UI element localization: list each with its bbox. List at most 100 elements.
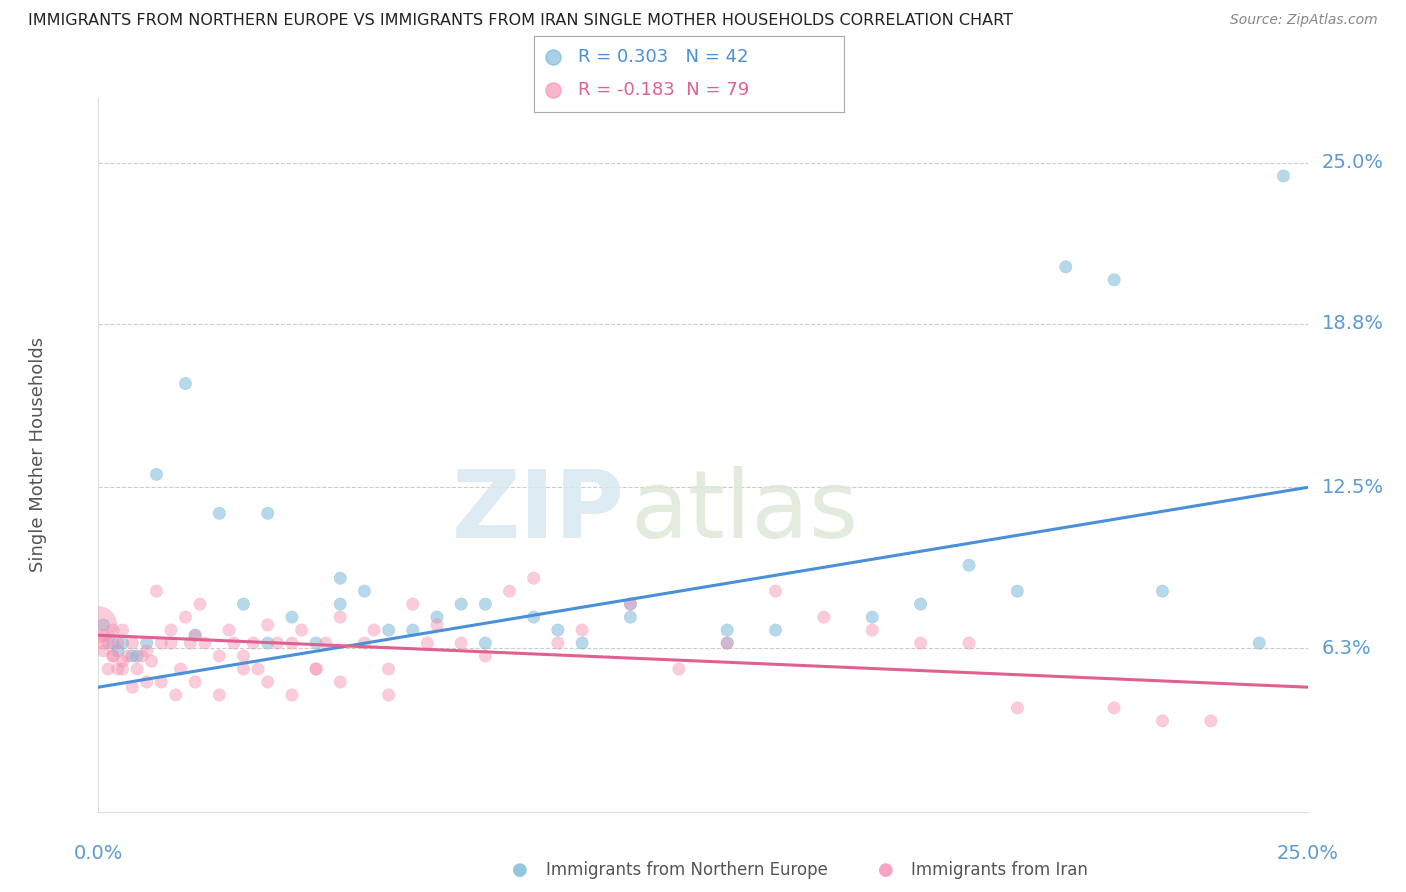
Point (377, 623, 399, 637)
Point (117, 648, 139, 663)
Point (1249, 636, 1271, 650)
Point (247, 662, 270, 676)
Text: Source: ZipAtlas.com: Source: ZipAtlas.com (1230, 13, 1378, 28)
Point (619, 597, 641, 611)
Point (571, 623, 593, 637)
Point (353, 636, 375, 650)
Point (101, 648, 124, 663)
Point (97, 636, 120, 650)
Text: R = -0.183  N = 79: R = -0.183 N = 79 (578, 81, 749, 99)
Point (860, 610, 883, 624)
Point (135, 644, 157, 658)
Point (242, 636, 264, 650)
Point (107, 644, 129, 658)
Point (377, 688, 399, 702)
Point (1272, 169, 1295, 183)
Point (107, 636, 129, 650)
Point (474, 597, 496, 611)
Text: 25.0%: 25.0% (1277, 844, 1339, 863)
Point (184, 628, 207, 642)
Point (101, 623, 124, 637)
Text: 0.0%: 0.0% (73, 844, 124, 863)
Point (97, 662, 120, 676)
Point (315, 636, 337, 650)
Point (135, 675, 157, 690)
Point (281, 636, 304, 650)
Point (765, 623, 787, 637)
Point (281, 610, 304, 624)
Point (91, 636, 114, 650)
Point (256, 636, 278, 650)
Point (957, 558, 980, 573)
Text: 12.5%: 12.5% (1322, 478, 1385, 497)
Point (353, 584, 375, 599)
Point (141, 654, 163, 668)
Point (150, 636, 173, 650)
Point (1152, 584, 1174, 599)
Point (91, 644, 114, 658)
Point (1102, 273, 1125, 287)
Point (165, 688, 187, 702)
Point (266, 636, 288, 650)
Point (145, 584, 167, 599)
Point (160, 636, 183, 650)
Point (450, 597, 472, 611)
Point (450, 636, 472, 650)
Point (111, 636, 134, 650)
Text: R = 0.303   N = 42: R = 0.303 N = 42 (578, 48, 748, 66)
Text: 18.8%: 18.8% (1322, 314, 1384, 334)
Point (131, 648, 153, 663)
Text: ●: ● (877, 861, 894, 879)
Text: Immigrants from Northern Europe: Immigrants from Northern Europe (546, 861, 827, 879)
Point (194, 636, 217, 650)
Point (619, 597, 641, 611)
Point (474, 648, 496, 663)
Point (107, 662, 129, 676)
Point (716, 636, 738, 650)
Point (160, 623, 183, 637)
Text: Single Mother Households: Single Mother Households (30, 337, 46, 573)
Point (402, 623, 425, 637)
Text: atlas: atlas (630, 466, 859, 558)
Point (111, 654, 134, 668)
Text: 6.3%: 6.3% (1322, 639, 1372, 657)
Point (101, 636, 124, 650)
Point (377, 662, 399, 676)
Point (668, 662, 690, 676)
Point (232, 597, 254, 611)
Point (957, 636, 980, 650)
Point (111, 623, 134, 637)
Point (765, 584, 787, 599)
Point (571, 636, 593, 650)
Point (716, 623, 738, 637)
Point (218, 623, 240, 637)
Point (91, 628, 114, 642)
Point (547, 636, 569, 650)
Point (547, 623, 569, 637)
Point (541, 83, 564, 97)
Point (232, 662, 254, 676)
Point (523, 571, 546, 585)
Point (188, 597, 211, 611)
Point (208, 688, 231, 702)
Point (305, 662, 328, 676)
Text: Immigrants from Iran: Immigrants from Iran (911, 861, 1088, 879)
Point (290, 623, 312, 637)
Point (910, 597, 932, 611)
Point (1054, 260, 1077, 274)
Point (1102, 701, 1125, 715)
Point (208, 648, 231, 663)
Point (208, 506, 231, 520)
Point (910, 636, 932, 650)
Point (87, 618, 110, 632)
Point (541, 50, 564, 64)
Text: ZIP: ZIP (451, 466, 624, 558)
Point (305, 662, 328, 676)
Point (363, 623, 385, 637)
Point (498, 584, 520, 599)
Point (619, 610, 641, 624)
Point (150, 675, 173, 690)
Point (474, 636, 496, 650)
Point (127, 648, 149, 663)
Point (523, 610, 546, 624)
